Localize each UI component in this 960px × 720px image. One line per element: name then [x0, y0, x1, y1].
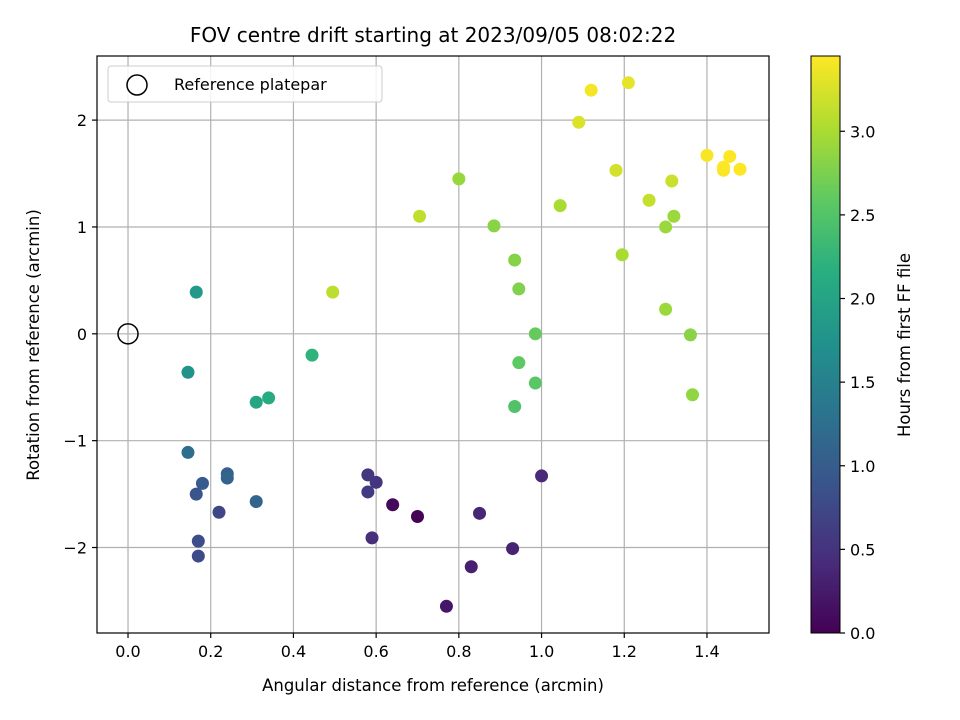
data-point: [249, 395, 263, 409]
colorbar-tick-label: 2.5: [850, 206, 875, 225]
data-point: [553, 199, 567, 213]
data-point: [361, 468, 375, 482]
y-tick-label: −2: [63, 539, 87, 558]
data-point: [220, 471, 234, 485]
x-tick-label: 1.2: [612, 642, 637, 661]
data-point: [615, 248, 629, 262]
data-point: [609, 163, 623, 177]
data-points: [181, 76, 747, 613]
data-point: [723, 149, 737, 163]
colorbar-tick-label: 0.5: [850, 540, 875, 559]
data-point: [181, 445, 195, 459]
x-tick-label: 0.4: [281, 642, 306, 661]
colorbar-tick-label: 3.0: [850, 122, 875, 141]
y-axis-ticks: −2 −1 0 1 2: [63, 111, 97, 558]
reference-platepar-marker: [117, 323, 139, 345]
legend-marker-icon: [126, 74, 148, 96]
y-tick-label: 1: [77, 218, 87, 237]
colorbar-tick-label: 0.0: [850, 624, 875, 643]
data-point: [305, 348, 319, 362]
data-point: [410, 510, 424, 524]
data-point: [361, 485, 375, 499]
data-point: [369, 475, 383, 489]
legend-entry-reference: Reference platepar: [174, 75, 327, 94]
data-point: [667, 209, 681, 223]
data-point: [189, 285, 203, 299]
data-point: [506, 542, 520, 556]
data-point: [439, 599, 453, 613]
data-point: [473, 506, 487, 520]
data-point: [191, 549, 205, 563]
data-point: [717, 160, 731, 174]
data-point: [512, 282, 526, 296]
data-point: [642, 193, 656, 207]
data-point: [195, 476, 209, 490]
x-tick-label: 0.8: [446, 642, 471, 661]
x-axis-label: Angular distance from reference (arcmin): [262, 676, 604, 695]
x-tick-label: 0.0: [115, 642, 140, 661]
grid-lines: [97, 56, 769, 633]
colorbar-ticks: 0.0 0.5 1.0 1.5 2.0 2.5 3.0: [840, 122, 875, 643]
data-point: [512, 356, 526, 370]
data-point: [700, 148, 714, 162]
colorbar-tick-label: 1.5: [850, 373, 875, 392]
x-tick-label: 1.0: [529, 642, 554, 661]
data-point: [487, 219, 501, 233]
colorbar-tick-label: 2.0: [850, 290, 875, 309]
data-point: [621, 76, 635, 90]
legend: Reference platepar: [107, 65, 383, 103]
data-point: [535, 469, 549, 483]
plot-frame: [96, 55, 770, 634]
x-tick-label: 0.6: [363, 642, 388, 661]
colorbar: 0.0 0.5 1.0 1.5 2.0 2.5 3.0 Hours from first F…: [810, 55, 914, 643]
y-tick-label: 2: [77, 111, 87, 130]
data-point: [189, 487, 203, 501]
data-point: [683, 328, 697, 342]
data-point: [326, 285, 340, 299]
data-point: [262, 391, 276, 405]
colorbar-gradient: [810, 55, 841, 634]
chart-title: FOV centre drift starting at 2023/09/05 …: [190, 23, 676, 47]
data-point: [464, 560, 478, 574]
y-tick-label: 0: [77, 325, 87, 344]
x-axis-ticks: 0.0 0.2 0.4 0.6 0.8 1.0 1.2 1.4: [115, 633, 720, 661]
data-point: [413, 209, 427, 223]
data-point: [508, 399, 522, 413]
data-point: [659, 302, 673, 316]
data-point: [528, 327, 542, 341]
data-point: [386, 498, 400, 512]
data-point: [659, 220, 673, 234]
data-point: [528, 376, 542, 390]
data-point: [733, 162, 747, 176]
y-axis-label: Rotation from reference (arcmin): [24, 209, 43, 481]
data-point: [508, 253, 522, 267]
data-point: [584, 83, 598, 97]
data-point: [572, 115, 586, 129]
data-point: [191, 534, 205, 548]
colorbar-tick-label: 1.0: [850, 457, 875, 476]
data-point: [181, 365, 195, 379]
legend-box: [107, 65, 383, 103]
data-point: [452, 172, 466, 186]
data-point: [365, 531, 379, 545]
data-point: [685, 388, 699, 402]
x-tick-label: 1.4: [694, 642, 719, 661]
y-tick-label: −1: [63, 432, 87, 451]
x-tick-label: 0.2: [198, 642, 223, 661]
data-point: [249, 495, 263, 509]
data-point: [212, 505, 226, 519]
colorbar-label: Hours from first FF file: [895, 253, 914, 437]
data-point: [665, 174, 679, 188]
